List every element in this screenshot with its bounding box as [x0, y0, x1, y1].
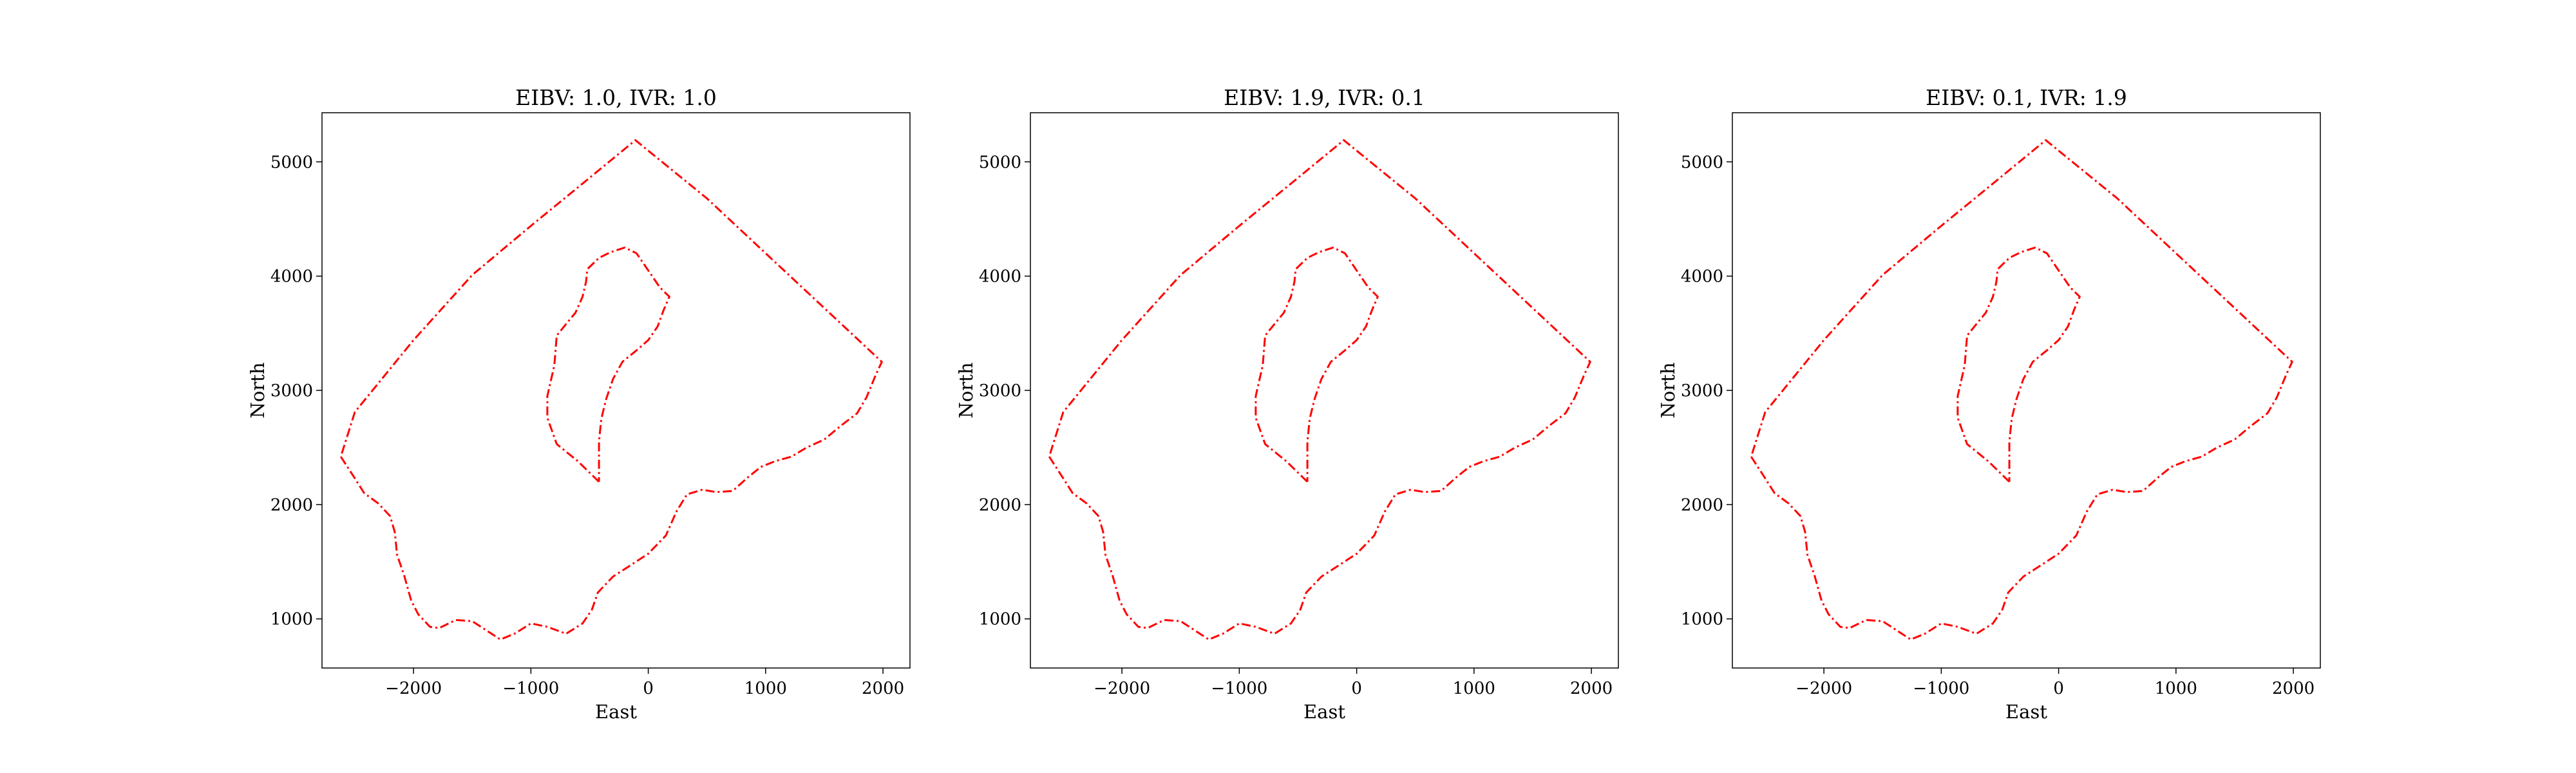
y-axis-label: North [247, 362, 269, 418]
subplot-title: EIBV: 0.1, IVR: 1.9 [1926, 85, 2127, 110]
y-tick-label: 1000 [1681, 610, 1723, 629]
x-tick-label: 1000 [2155, 679, 2197, 698]
subplot-3: −2000 −1000 0 1000 2000 1000 2000 3000 4000 5000 E… [1657, 85, 2321, 723]
x-axis-label: East [1303, 701, 1345, 723]
y-tick-label: 4000 [270, 267, 313, 287]
y-axis-label: North [1657, 362, 1679, 418]
y-axis-label: North [955, 362, 977, 418]
y-tick-label: 1000 [270, 610, 313, 629]
subplot-title: EIBV: 1.0, IVR: 1.0 [515, 85, 717, 110]
x-tick-label: 0 [2053, 679, 2064, 698]
x-tick-label: −1000 [1211, 679, 1267, 698]
outer-boundary-line [1048, 139, 1591, 641]
x-tick-label: −2000 [385, 679, 442, 698]
y-tick-label: 3000 [1681, 381, 1723, 401]
x-tick-label: 2000 [1570, 679, 1613, 698]
y-tick-label: 2000 [979, 495, 1021, 515]
y-tick-label: 2000 [270, 495, 313, 515]
x-tick-label: −1000 [502, 679, 559, 698]
y-tick-label: 5000 [1681, 153, 1723, 172]
x-tick-label: 1000 [1453, 679, 1495, 698]
x-tick-label: 0 [643, 679, 654, 698]
x-tick-label: −2000 [1094, 679, 1150, 698]
y-tick-label: 3000 [270, 381, 313, 401]
outer-boundary-line [339, 139, 883, 641]
inner-boundary-line [1255, 246, 1379, 482]
x-tick-label: 1000 [744, 679, 787, 698]
y-tick-label: 3000 [979, 381, 1021, 401]
subplot-2: −2000 −1000 0 1000 2000 1000 2000 3000 4000 5000 E… [955, 85, 1619, 723]
x-tick-label: −1000 [1913, 679, 1969, 698]
x-tick-label: −2000 [1795, 679, 1852, 698]
x-axis-label: East [2005, 701, 2047, 723]
y-tick-label: 1000 [979, 610, 1021, 629]
outer-boundary-line [1750, 139, 2293, 641]
x-tick-label: 2000 [2272, 679, 2315, 698]
y-tick-label: 4000 [979, 267, 1021, 287]
x-tick-label: 0 [1351, 679, 1362, 698]
subplot-1: −2000 −1000 0 1000 2000 1000 2000 3000 4000 5000 E… [247, 85, 911, 723]
inner-boundary-line [1956, 246, 2081, 482]
y-tick-label: 5000 [270, 153, 313, 172]
inner-boundary-line [546, 246, 670, 482]
y-tick-label: 4000 [1681, 267, 1723, 287]
subplot-title: EIBV: 1.9, IVR: 0.1 [1224, 85, 1425, 110]
y-tick-label: 2000 [1681, 495, 1723, 515]
x-axis-label: East [595, 701, 637, 723]
y-tick-label: 5000 [979, 153, 1021, 172]
x-tick-label: 2000 [862, 679, 904, 698]
